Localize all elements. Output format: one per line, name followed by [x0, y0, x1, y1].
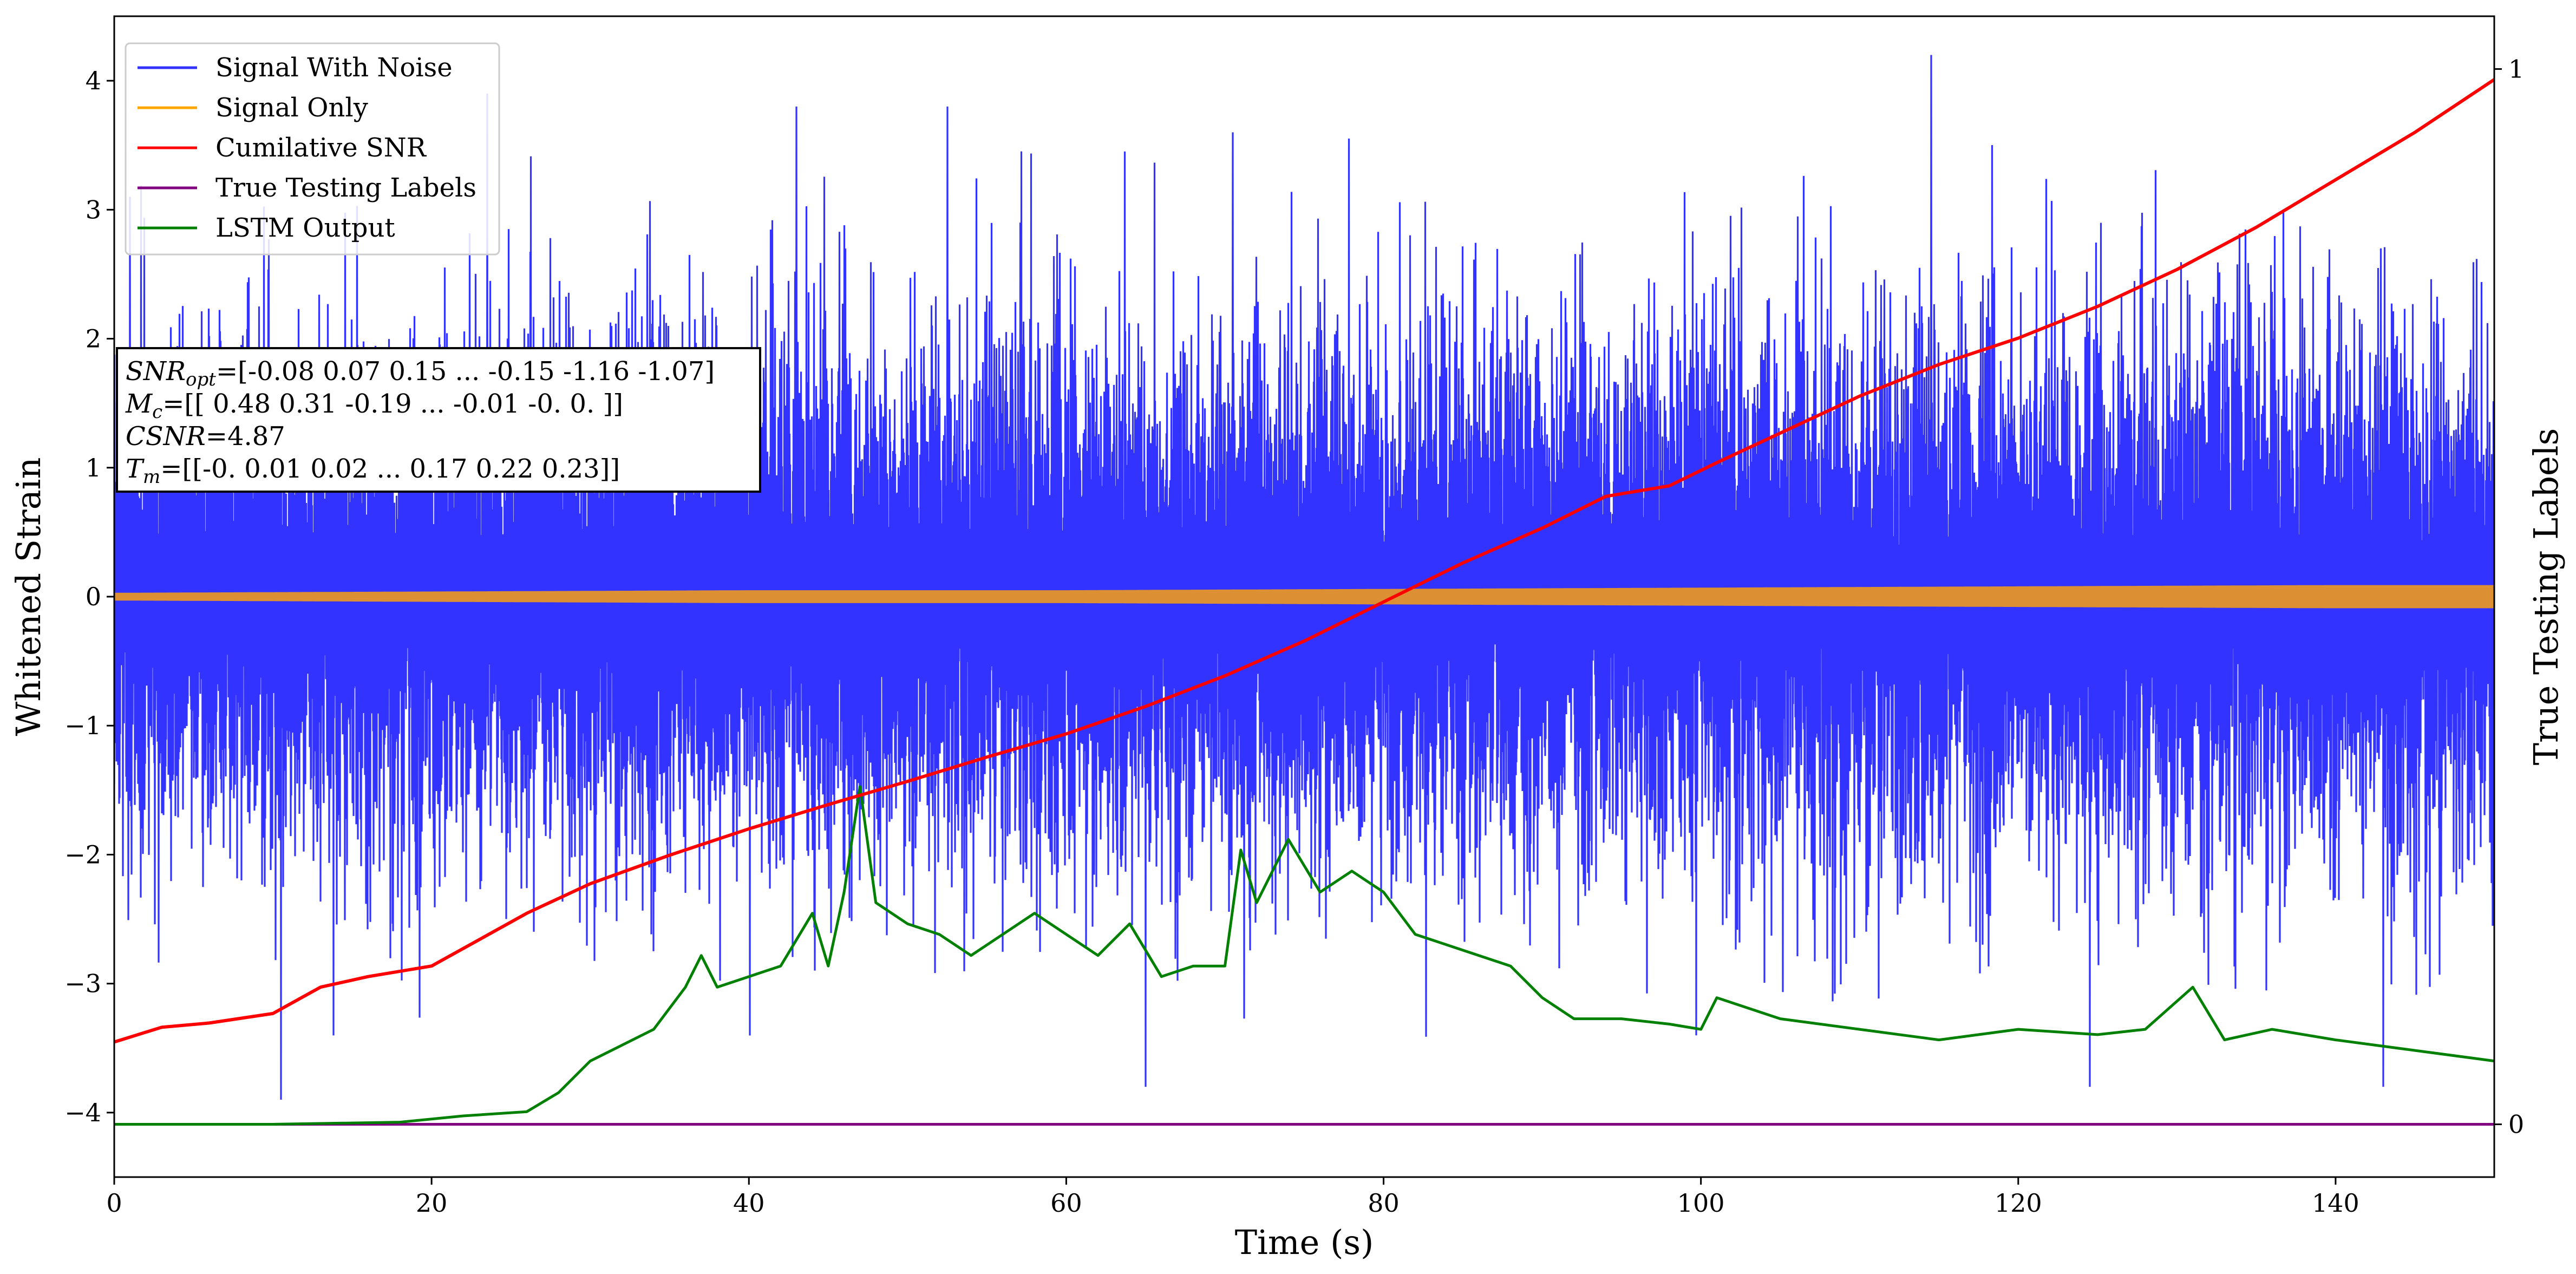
legend-label: Cumilative SNR [215, 133, 427, 163]
y2-tick-label: 1 [2508, 54, 2524, 83]
annotation-box: SNRopt=[-0.08 0.07 0.15 ... -0.15 -1.16 … [116, 347, 761, 493]
x-axis-ticks: 0 20 40 60 80 100 120 140 [106, 1177, 2359, 1218]
series-cumilative-snr [114, 78, 2494, 1044]
y-tick-label: 1 [86, 453, 101, 482]
x-tick-label: 140 [2312, 1188, 2359, 1218]
x-tick-label: 20 [416, 1188, 448, 1218]
y-tick-label: −1 [64, 711, 101, 740]
y-tick-label: −2 [64, 840, 101, 869]
x-tick-label: 0 [106, 1188, 122, 1218]
annotation-snr-opt: SNRopt=[-0.08 0.07 0.15 ... -0.15 -1.16 … [126, 356, 715, 390]
x-axis-label: Time (s) [1235, 1223, 1374, 1262]
legend-box [125, 42, 500, 256]
annotation-tm: Tm=[[-0. 0.01 0.02 ... 0.17 0.22 0.23]] [126, 454, 620, 488]
y-tick-label: 0 [86, 582, 101, 611]
series-signal-with-noise [114, 55, 2494, 1100]
legend-label: True Testing Labels [215, 173, 476, 203]
annotation-csnr: CSNR=4.87 [126, 421, 285, 452]
x-tick-label: 100 [1677, 1188, 1725, 1218]
x-tick-label: 120 [1995, 1188, 2042, 1218]
annotation-mc: Mc=[[ 0.48 0.31 -0.19 ... -0.01 -0. 0. ]… [125, 389, 623, 423]
y-tick-label: −3 [64, 969, 101, 998]
y-tick-label: 4 [86, 66, 101, 95]
y2-axis-label: True Testing Labels [2526, 428, 2566, 766]
series-signal-only [114, 585, 2494, 609]
legend-label: Signal With Noise [215, 53, 453, 83]
plot-area [114, 55, 2494, 1126]
y-tick-label: −4 [64, 1098, 101, 1127]
legend: Signal With Noise Signal Only Cumilative S… [125, 42, 500, 256]
x-tick-label: 40 [733, 1188, 765, 1218]
legend-label: LSTM Output [215, 213, 395, 243]
y2-tick-label: 0 [2508, 1110, 2524, 1139]
annotation-frame [116, 347, 761, 493]
series-lstm-output [114, 785, 2494, 1126]
y-tick-label: 2 [86, 324, 101, 354]
x-tick-label: 60 [1050, 1188, 1082, 1218]
legend-label: Signal Only [215, 93, 368, 123]
y-tick-label: 3 [86, 195, 101, 224]
y-axis-label: Whitened Strain [9, 458, 48, 736]
y-axis-ticks: −4 −3 −2 −1 0 1 2 3 4 [64, 66, 114, 1127]
x-tick-label: 80 [1368, 1188, 1400, 1218]
y2-axis-ticks: 01 [2494, 54, 2524, 1139]
